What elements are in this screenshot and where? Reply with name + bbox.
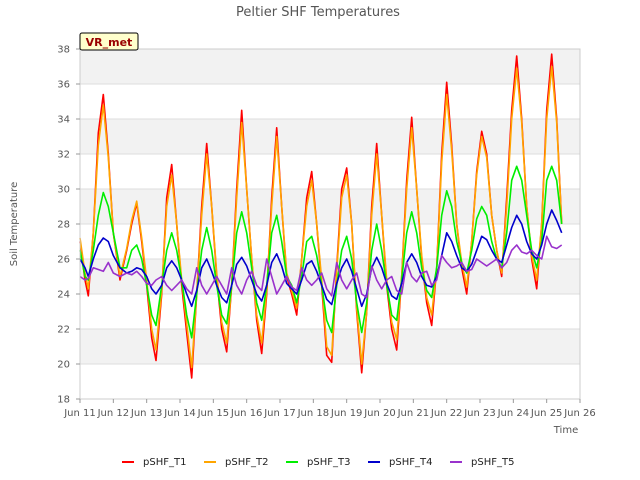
y-axis-label: Soil Temperature (9, 182, 20, 267)
x-tick-label: Jun 24 (497, 408, 530, 419)
series-lines (79, 53, 563, 379)
x-tick-label: Jun 16 (230, 408, 263, 419)
y-tick-label: 32 (57, 150, 70, 161)
y-tick-label: 26 (57, 255, 70, 266)
legend-label-pSHF_T4: pSHF_T4 (389, 457, 432, 468)
y-tick-label: 20 (57, 360, 70, 371)
legend-label-pSHF_T1: pSHF_T1 (143, 457, 186, 468)
plot-band (80, 294, 580, 329)
x-tick-label: Jun 14 (163, 408, 196, 419)
y-tick-label: 30 (57, 185, 70, 196)
legend-label-pSHF_T3: pSHF_T3 (307, 457, 350, 468)
y-tick-label: 28 (57, 220, 70, 231)
plot-band (80, 84, 580, 119)
plot-band (80, 119, 580, 154)
legend-label-pSHF_T2: pSHF_T2 (225, 457, 268, 468)
x-axis-label: Time (553, 425, 578, 436)
x-tick-label: Jun 17 (263, 408, 296, 419)
y-tick-label: 18 (57, 395, 70, 406)
x-tick-label: Jun 25 (530, 408, 563, 419)
x-tick-label: Jun 12 (97, 408, 130, 419)
y-tick-label: 34 (57, 115, 70, 126)
x-tick-label: Jun 26 (563, 408, 596, 419)
x-tick-label: Jun 18 (297, 408, 330, 419)
plot-band (80, 49, 580, 84)
series-line-pSHF_T5 (79, 235, 563, 299)
vr-met-badge-label: VR_met (86, 36, 133, 49)
plot-background (80, 49, 580, 399)
plot-band (80, 189, 580, 224)
plot-band (80, 364, 580, 399)
y-tick-label: 22 (57, 325, 70, 336)
plot-band (80, 154, 580, 189)
y-tick-label: 38 (57, 45, 70, 56)
vr-met-badge: VR_met (79, 32, 139, 51)
legend: pSHF_T1 pSHF_T2 pSHF_T3 pSHF_T4 pSHF_T5 (122, 457, 514, 468)
x-tick-label: Jun 19 (330, 408, 363, 419)
chart-title: Peltier SHF Temperatures (236, 5, 400, 20)
y-tick-label: 24 (57, 290, 70, 301)
x-tick-label: Jun 11 (63, 408, 96, 419)
series-line-pSHF_T4 (79, 209, 563, 308)
x-tick-label: Jun 21 (397, 408, 430, 419)
x-tick-label: Jun 23 (463, 408, 496, 419)
plot-band (80, 329, 580, 364)
x-tick-label: Jun 15 (197, 408, 230, 419)
legend-label-pSHF_T5: pSHF_T5 (471, 457, 514, 468)
x-tick-label: Jun 20 (363, 408, 396, 419)
y-axis: 18 20 22 24 26 28 30 32 34 36 38 (57, 45, 80, 406)
x-tick-label: Jun 13 (130, 408, 163, 419)
x-tick-label: Jun 22 (430, 408, 463, 419)
y-tick-label: 36 (57, 80, 70, 91)
x-axis: Jun 11 Jun 12 Jun 13 Jun 14 Jun 15 Jun 16 Jun … (63, 399, 596, 419)
